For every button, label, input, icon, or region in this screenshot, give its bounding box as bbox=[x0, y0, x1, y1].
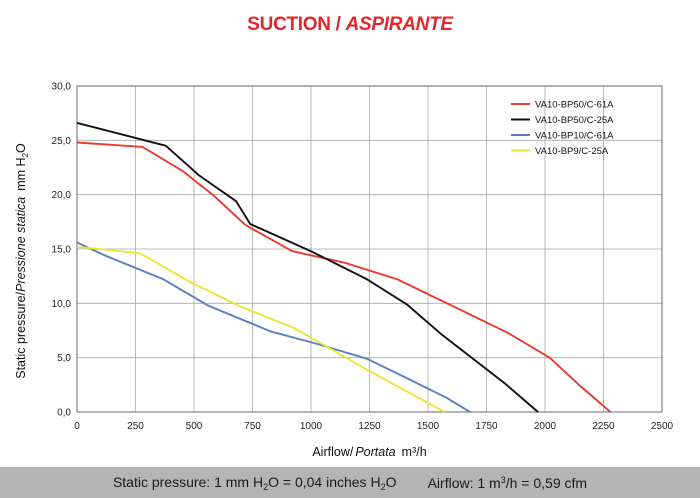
y-tick-label: 15,0 bbox=[52, 245, 72, 256]
series-layer bbox=[76, 121, 612, 413]
y-tick-label: 10,0 bbox=[52, 299, 72, 310]
x-tick-label: 1500 bbox=[417, 421, 440, 432]
pressure-airflow-chart: 0 250 500 750 1000 1250 1500 1750 2000 2250 2500 0,… bbox=[14, 82, 674, 460]
footer-pressure-sub2: 2 bbox=[380, 481, 386, 492]
series-line-3 bbox=[76, 241, 471, 413]
y-tick-label: 25,0 bbox=[52, 136, 72, 147]
x-tick-label: 1250 bbox=[358, 421, 381, 432]
y-tick-label: 0,0 bbox=[57, 408, 71, 419]
x-tick-label: 250 bbox=[127, 421, 144, 432]
y-tick-label: 30,0 bbox=[52, 82, 72, 93]
legend-label: VA10-BP50/C-61A bbox=[535, 99, 614, 110]
footer-pressure-sub1: 2 bbox=[263, 481, 269, 492]
y-tick-label: 5,0 bbox=[57, 353, 71, 364]
x-tick-label: 1750 bbox=[475, 421, 498, 432]
x-tick-label: 2250 bbox=[592, 421, 615, 432]
x-tick-label: 750 bbox=[244, 421, 261, 432]
y-axis-label-unit-a: mm H bbox=[14, 157, 28, 190]
footer-pressure-c: O bbox=[385, 473, 397, 490]
title-part-2: ASPIRANTE bbox=[345, 14, 453, 35]
footer-pressure-b: O = 0,04 inches H bbox=[268, 473, 381, 490]
x-tick-label: 2500 bbox=[651, 421, 674, 432]
y-tick-label: 20,0 bbox=[52, 190, 72, 201]
grid-layer bbox=[77, 86, 662, 412]
footer-airflow-note: Airflow: 1 m3/h = 0,59 cfm bbox=[428, 475, 587, 491]
x-axis-label-unit: m³/h bbox=[402, 445, 427, 459]
footer-airflow-a: Airflow: 1 m bbox=[427, 474, 501, 491]
x-axis-label: Airflow/Portata m³/h bbox=[312, 445, 426, 459]
footer-airflow-b: /h = 0,59 cfm bbox=[505, 474, 588, 491]
title-part-1: SUCTION / bbox=[247, 14, 341, 35]
series-line-4 bbox=[76, 245, 445, 413]
legend-label: VA10-BP10/C-61A bbox=[535, 130, 614, 141]
x-tick-label: 0 bbox=[74, 421, 80, 432]
footer-pressure-a: Static pressure: 1 mm H bbox=[112, 473, 264, 490]
footer-conversion-bar: Static pressure: 1 mm H2O = 0,04 inches … bbox=[0, 467, 700, 498]
x-tick-label: 500 bbox=[186, 421, 203, 432]
y-axis-label: Static pressure/Pressione statica mm H2O bbox=[14, 143, 30, 379]
legend-label: VA10-BP50/C-25A bbox=[535, 115, 614, 126]
y-axis-label-unit-b: O bbox=[14, 143, 28, 153]
tick-labels: 0 250 500 750 1000 1250 1500 1750 2000 2250 2500 0,… bbox=[52, 82, 674, 433]
x-axis-label-italic: Portata bbox=[355, 445, 395, 459]
x-tick-label: 2000 bbox=[534, 421, 557, 432]
x-axis-label-main: Airflow/ bbox=[312, 445, 354, 459]
y-axis-label-unit-sub: 2 bbox=[21, 152, 30, 157]
y-axis-label-italic: Pressione statica bbox=[14, 197, 28, 292]
x-tick-label: 1000 bbox=[300, 421, 323, 432]
legend-label: VA10-BP9/C-25A bbox=[535, 146, 609, 157]
footer-airflow-sup: 3 bbox=[500, 474, 506, 485]
legend: VA10-BP50/C-61A VA10-BP50/C-25A VA10-BP10/… bbox=[511, 99, 614, 157]
series-line-2 bbox=[76, 121, 539, 413]
plot-frame bbox=[76, 85, 663, 413]
footer-pressure-note: Static pressure: 1 mm H2O = 0,04 inches … bbox=[113, 474, 397, 492]
chart-title: SUCTION / ASPIRANTE bbox=[0, 14, 700, 36]
series-line-1 bbox=[76, 141, 612, 413]
y-axis-label-main: Static pressure/ bbox=[14, 291, 28, 378]
